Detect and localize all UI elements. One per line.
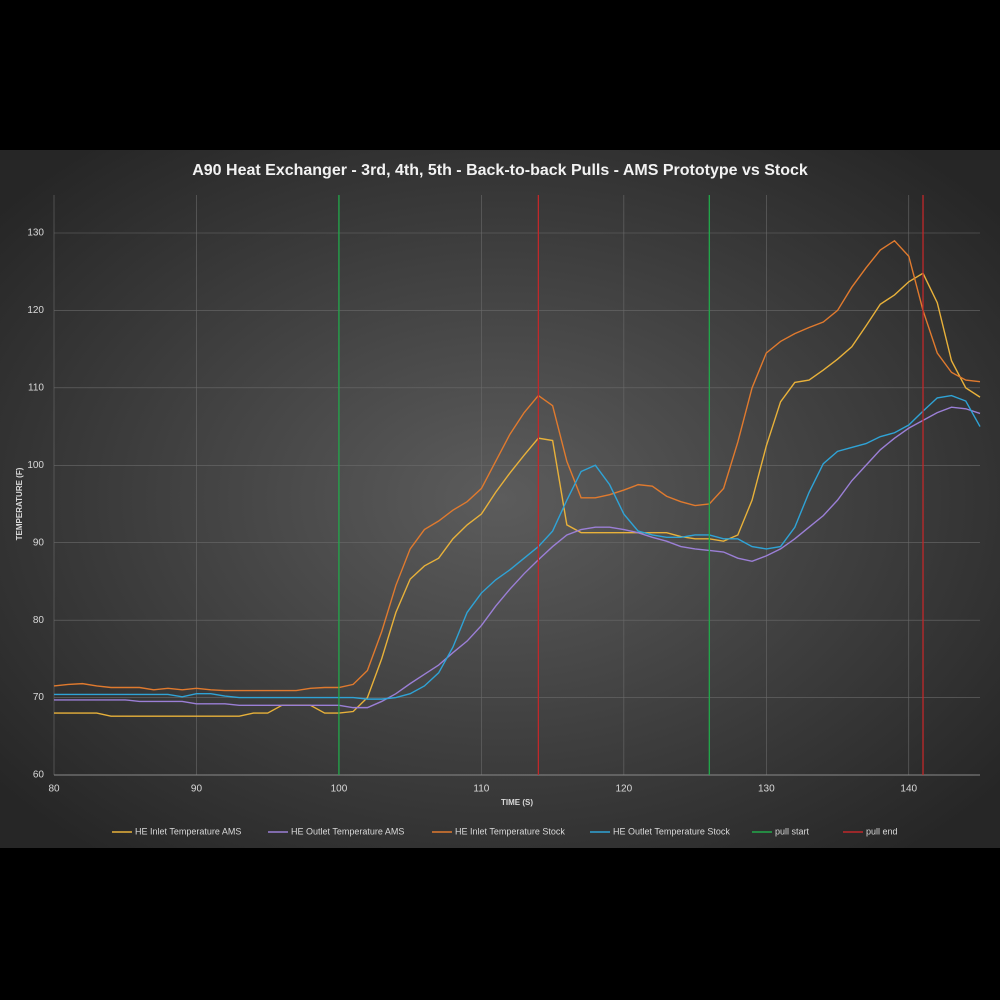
y-axis-title: TEMPERATURE (F)	[15, 467, 24, 540]
y-tick-label: 60	[33, 770, 45, 781]
legend-label: pull end	[866, 826, 898, 836]
legend-label: HE Outlet Temperature Stock	[613, 826, 730, 836]
series-line	[54, 272, 981, 717]
y-tick-label: 100	[27, 460, 44, 471]
chart-title: A90 Heat Exchanger - 3rd, 4th, 5th - Bac…	[192, 162, 808, 179]
y-tick-label: 120	[27, 305, 44, 316]
legend-label: HE Inlet Temperature AMS	[135, 826, 241, 836]
y-tick-label: 90	[33, 537, 45, 548]
x-tick-label: 130	[758, 784, 775, 795]
series-line	[54, 394, 981, 700]
x-tick-label: 90	[191, 784, 203, 795]
x-tick-label: 80	[48, 784, 60, 795]
legend-label: pull start	[775, 826, 810, 836]
y-tick-label: 80	[33, 615, 45, 626]
x-tick-label: 140	[900, 784, 917, 795]
series-line	[54, 406, 981, 709]
series-line	[53, 239, 981, 692]
y-tick-label: 70	[33, 692, 45, 703]
x-tick-label: 110	[473, 784, 489, 795]
y-tick-label: 110	[28, 382, 44, 393]
x-tick-label: 100	[331, 784, 348, 795]
legend-label: HE Outlet Temperature AMS	[291, 826, 404, 836]
legend-label: HE Inlet Temperature Stock	[455, 826, 565, 836]
chart-panel	[0, 150, 1000, 848]
y-tick-label: 130	[27, 228, 44, 239]
x-tick-label: 120	[616, 784, 633, 795]
x-axis-title: TIME (S)	[501, 798, 533, 807]
